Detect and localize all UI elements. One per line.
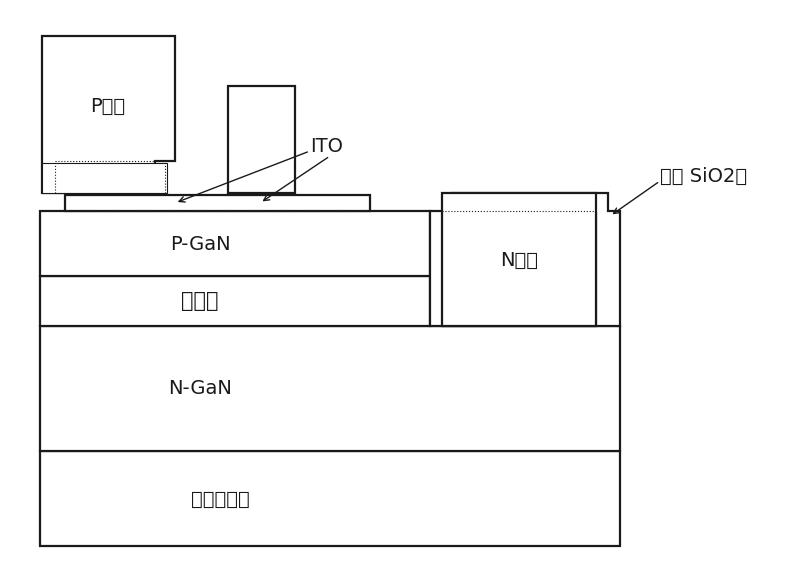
Bar [442, 193, 596, 326]
Text: 量子阱: 量子阱 [182, 291, 218, 311]
Text: P-GaN: P-GaN [170, 234, 230, 253]
Text: N-GaN: N-GaN [168, 380, 232, 399]
Bar [40, 211, 430, 276]
Polygon shape [442, 211, 596, 326]
Text: N电极: N电极 [500, 251, 538, 270]
Bar [40, 276, 430, 326]
Bar [40, 451, 620, 546]
Polygon shape [42, 36, 175, 193]
Bar [42, 163, 167, 193]
Text: P电极: P电极 [90, 97, 126, 116]
Polygon shape [430, 193, 620, 326]
Bar [40, 326, 620, 451]
Bar [65, 195, 370, 211]
Bar [228, 86, 295, 193]
Text: 蓝宝石衷底: 蓝宝石衷底 [190, 490, 250, 509]
Text: 钒化 SiO2层: 钒化 SiO2层 [660, 166, 747, 185]
Text: ITO: ITO [310, 137, 343, 156]
